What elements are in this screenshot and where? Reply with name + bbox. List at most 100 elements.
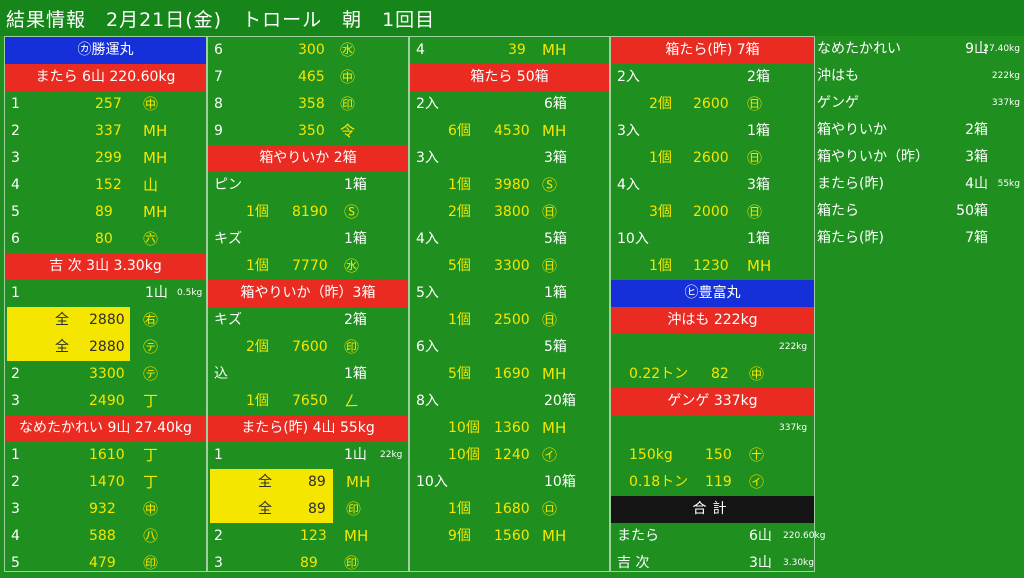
row-number: 2 (11, 366, 20, 382)
row-count: 1山 (145, 285, 168, 301)
row-count: 1山 (344, 447, 367, 463)
highlight-box (210, 469, 333, 523)
summary-count: 4山 (965, 176, 988, 192)
row-number: 5 (11, 204, 20, 220)
row-count: 1個 (448, 501, 471, 517)
row-value: 1240 (494, 447, 530, 463)
list-item: 10個 1240 ㋑ (410, 442, 609, 469)
list-item: 1個 3980 Ⓢ (410, 172, 609, 199)
row-value: 2880 (89, 339, 125, 355)
row-value: 3300 (494, 258, 530, 274)
list-item: 5 479 ㊞ (5, 550, 206, 577)
list-item: 箱たら 50箱 (815, 198, 1020, 225)
buyer-mark-icon: ㋢ (143, 338, 159, 356)
list-item: 1 1山 0.5kg (5, 280, 206, 307)
row-label: 6入 (416, 339, 439, 355)
row-count: 1個 (448, 177, 471, 193)
list-item: 全 2880 ㊨ (5, 307, 206, 334)
row-value: 1690 (494, 366, 530, 382)
buyer-mark-icon: ㊐ (542, 311, 558, 329)
zen-label: 全 (55, 339, 69, 355)
row-number: 5 (11, 555, 20, 571)
buyer-mark-icon: ㊞ (344, 338, 360, 356)
row-value: 1230 (693, 258, 729, 274)
buyer-mark-icon: MH (542, 122, 567, 140)
section-header-hakotara-prev: 箱たら(昨) 7箱 (611, 37, 814, 64)
row-value: 3980 (494, 177, 530, 193)
total-label: 吉 次 (617, 555, 650, 571)
page-title: 結果情報 2月21日(金) トロール 朝 1回目 (6, 9, 436, 31)
buyer-mark-icon: Ⓢ (542, 176, 558, 194)
column-1: ㋕勝運丸 またら 6山 220.60kg 1 257 ㊥ 2 337 MH 3 299 MH 4 1… (4, 36, 207, 572)
row-value: 39 (508, 42, 526, 58)
buyer-mark-icon: ㋢ (143, 365, 159, 383)
row-number: 8 (214, 96, 223, 112)
row-count: 5箱 (544, 339, 567, 355)
row-value: 1470 (89, 474, 125, 490)
row-count: 10個 (448, 447, 480, 463)
row-number: 3 (11, 393, 20, 409)
list-item: 1個 7770 ㊌ (208, 253, 408, 280)
ship-header: ㋪豊富丸 (611, 280, 814, 307)
row-weight: 337kg (779, 423, 808, 433)
buyer-mark-icon: ㊐ (542, 257, 558, 275)
row-label: 5入 (416, 285, 439, 301)
row-value: 7600 (292, 339, 328, 355)
list-item: 150kg 150 ㊉ (611, 442, 814, 469)
buyer-mark-icon: Ⓢ (344, 203, 360, 221)
column-3: 4 39 MH 箱たら 50箱 2入 6箱 6個 4530 MH 3入 3箱 1個 3980 Ⓢ 2… (409, 36, 610, 572)
column-4: 箱たら(昨) 7箱 2入 2箱 2個 2600 ㊐ 3入 1箱 1個 2600 ㊐ 4入 3箱 3個 20… (610, 36, 825, 572)
row-number: 2 (214, 528, 223, 544)
row-count: 9個 (448, 528, 471, 544)
buyer-mark-icon: 丁 (143, 446, 159, 464)
list-item: 2 1470 丁 (5, 469, 206, 496)
list-item: 6個 4530 MH (410, 118, 609, 145)
row-number: 4 (11, 528, 20, 544)
row-value: 89 (95, 204, 113, 220)
row-value: 2500 (494, 312, 530, 328)
row-value: 7770 (292, 258, 328, 274)
row-count: 1箱 (344, 177, 367, 193)
row-value: 2880 (89, 312, 125, 328)
highlight-box (7, 307, 130, 361)
row-number: 1 (214, 447, 223, 463)
buyer-mark-icon: ㋑ (749, 473, 765, 491)
row-value: 932 (89, 501, 116, 517)
row-number: 6 (11, 231, 20, 247)
list-item: 222kg (611, 334, 814, 361)
summary-label: 箱やりいか (817, 122, 887, 138)
total-header: 合計 (611, 496, 814, 523)
list-item: 4 152 山 (5, 172, 206, 199)
row-value: 3300 (89, 366, 125, 382)
row-label: 10入 (416, 474, 448, 490)
row-value: 80 (95, 231, 113, 247)
row-label: 3入 (416, 150, 439, 166)
row-number: 7 (214, 69, 223, 85)
row-label: キズ (214, 312, 242, 328)
row-count: 5箱 (544, 231, 567, 247)
row-label: 10入 (617, 231, 649, 247)
column-5-summary: なめたかれい 9山 27.40kg 沖はも 222kg ゲンゲ 337kg 箱やりいか 2箱 箱や… (815, 36, 1020, 572)
list-item: なめたかれい 9山 27.40kg (815, 36, 1020, 63)
list-item: 5個 3300 ㊐ (410, 253, 609, 280)
buyer-mark-icon: ㊞ (344, 554, 360, 572)
summary-label: 沖はも (817, 68, 859, 84)
row-number: 4 (11, 177, 20, 193)
list-item: 3 2490 丁 (5, 388, 206, 415)
summary-count: 9山 (965, 41, 988, 57)
buyer-mark-icon: ㊌ (340, 41, 356, 59)
total-weight: 3.30kg (783, 558, 814, 568)
summary-weight: 55kg (997, 179, 1020, 189)
list-item: 7 465 ㊥ (208, 64, 408, 91)
list-item: 8入 20箱 (410, 388, 609, 415)
row-label: 2入 (617, 69, 640, 85)
list-item: 3入 1箱 (611, 118, 814, 145)
list-item: 5入 1箱 (410, 280, 609, 307)
total-count: 6山 (749, 528, 772, 544)
row-value: 337 (95, 123, 122, 139)
buyer-mark-icon: MH (542, 419, 567, 437)
list-item: 1 1610 丁 (5, 442, 206, 469)
row-number: 2 (11, 123, 20, 139)
row-label: 8入 (416, 393, 439, 409)
list-item: 箱たら(昨) 7箱 (815, 225, 1020, 252)
